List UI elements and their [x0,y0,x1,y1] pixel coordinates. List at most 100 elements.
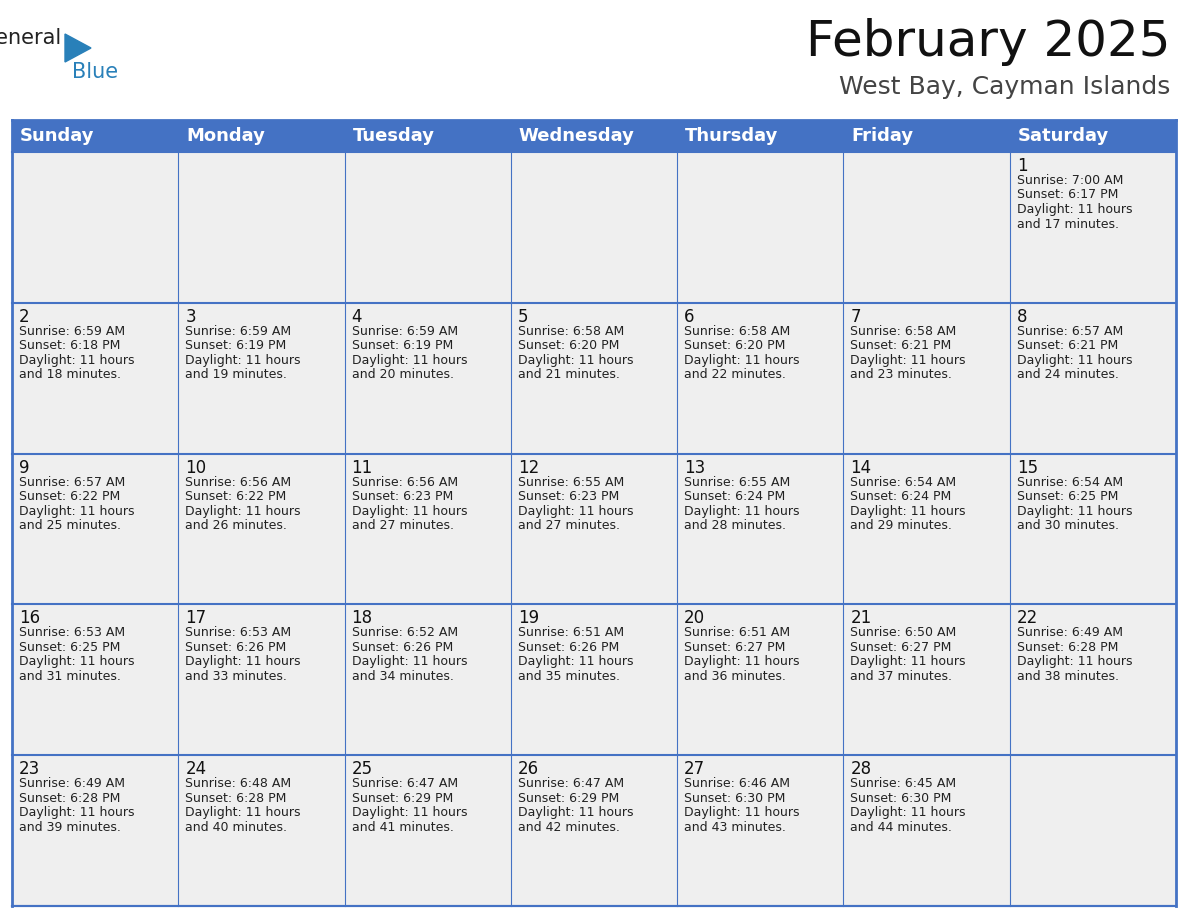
Text: 3: 3 [185,308,196,326]
Text: 8: 8 [1017,308,1028,326]
Text: Sunset: 6:24 PM: Sunset: 6:24 PM [684,490,785,503]
Text: Daylight: 11 hours: Daylight: 11 hours [1017,655,1132,668]
FancyBboxPatch shape [178,604,345,756]
FancyBboxPatch shape [178,453,345,604]
Text: 18: 18 [352,610,373,627]
FancyBboxPatch shape [345,756,511,906]
Text: 10: 10 [185,459,207,476]
Text: Sunrise: 6:49 AM: Sunrise: 6:49 AM [19,778,125,790]
FancyBboxPatch shape [12,152,178,303]
Text: and 39 minutes.: and 39 minutes. [19,821,121,834]
FancyBboxPatch shape [12,453,178,604]
Text: and 41 minutes.: and 41 minutes. [352,821,454,834]
Text: Daylight: 11 hours: Daylight: 11 hours [19,353,134,367]
FancyBboxPatch shape [843,756,1010,906]
Text: Sunset: 6:23 PM: Sunset: 6:23 PM [352,490,453,503]
Text: and 37 minutes.: and 37 minutes. [851,670,953,683]
FancyBboxPatch shape [677,453,843,604]
Text: Blue: Blue [72,62,118,82]
Text: Sunrise: 6:54 AM: Sunrise: 6:54 AM [1017,476,1123,488]
Text: Sunset: 6:30 PM: Sunset: 6:30 PM [684,791,785,805]
Text: Daylight: 11 hours: Daylight: 11 hours [352,655,467,668]
Text: Sunrise: 6:52 AM: Sunrise: 6:52 AM [352,626,457,640]
Text: 16: 16 [19,610,40,627]
Text: Sunrise: 6:50 AM: Sunrise: 6:50 AM [851,626,956,640]
FancyBboxPatch shape [12,120,178,152]
Text: and 42 minutes.: and 42 minutes. [518,821,620,834]
Text: Sunset: 6:25 PM: Sunset: 6:25 PM [19,641,120,654]
Text: Sunrise: 7:00 AM: Sunrise: 7:00 AM [1017,174,1123,187]
Text: 24: 24 [185,760,207,778]
Text: Friday: Friday [852,127,914,145]
Text: 9: 9 [19,459,30,476]
Text: Sunrise: 6:55 AM: Sunrise: 6:55 AM [684,476,790,488]
Text: Sunrise: 6:58 AM: Sunrise: 6:58 AM [684,325,790,338]
Text: and 21 minutes.: and 21 minutes. [518,368,620,381]
Text: Daylight: 11 hours: Daylight: 11 hours [851,505,966,518]
Text: 4: 4 [352,308,362,326]
FancyBboxPatch shape [677,756,843,906]
Text: and 40 minutes.: and 40 minutes. [185,821,287,834]
Text: Sunrise: 6:49 AM: Sunrise: 6:49 AM [1017,626,1123,640]
Text: Daylight: 11 hours: Daylight: 11 hours [352,353,467,367]
Text: Sunrise: 6:45 AM: Sunrise: 6:45 AM [851,778,956,790]
Text: Sunset: 6:20 PM: Sunset: 6:20 PM [684,340,785,353]
Text: Sunset: 6:28 PM: Sunset: 6:28 PM [19,791,120,805]
FancyBboxPatch shape [12,604,178,756]
Text: Sunset: 6:23 PM: Sunset: 6:23 PM [518,490,619,503]
FancyBboxPatch shape [843,303,1010,453]
Text: Sunset: 6:30 PM: Sunset: 6:30 PM [851,791,952,805]
Text: 20: 20 [684,610,706,627]
FancyBboxPatch shape [511,453,677,604]
Text: 1: 1 [1017,157,1028,175]
Text: 11: 11 [352,459,373,476]
Text: and 44 minutes.: and 44 minutes. [851,821,953,834]
Text: West Bay, Cayman Islands: West Bay, Cayman Islands [839,75,1170,99]
Text: 6: 6 [684,308,695,326]
Text: and 43 minutes.: and 43 minutes. [684,821,786,834]
FancyBboxPatch shape [12,756,178,906]
Text: 2: 2 [19,308,30,326]
Text: Sunset: 6:24 PM: Sunset: 6:24 PM [851,490,952,503]
Text: 21: 21 [851,610,872,627]
Text: Wednesday: Wednesday [519,127,634,145]
Text: Sunset: 6:28 PM: Sunset: 6:28 PM [185,791,286,805]
Text: Sunrise: 6:59 AM: Sunrise: 6:59 AM [19,325,125,338]
FancyBboxPatch shape [843,152,1010,303]
FancyBboxPatch shape [677,303,843,453]
FancyBboxPatch shape [178,756,345,906]
Text: Daylight: 11 hours: Daylight: 11 hours [684,353,800,367]
FancyBboxPatch shape [677,152,843,303]
Text: Daylight: 11 hours: Daylight: 11 hours [19,505,134,518]
Text: Daylight: 11 hours: Daylight: 11 hours [518,806,633,819]
Text: 7: 7 [851,308,861,326]
Text: Daylight: 11 hours: Daylight: 11 hours [185,806,301,819]
Text: Daylight: 11 hours: Daylight: 11 hours [518,353,633,367]
Text: Sunset: 6:29 PM: Sunset: 6:29 PM [352,791,453,805]
Text: and 28 minutes.: and 28 minutes. [684,519,786,532]
FancyBboxPatch shape [178,120,345,152]
Text: Sunset: 6:27 PM: Sunset: 6:27 PM [684,641,785,654]
Text: Daylight: 11 hours: Daylight: 11 hours [518,655,633,668]
Text: Daylight: 11 hours: Daylight: 11 hours [19,655,134,668]
FancyBboxPatch shape [511,756,677,906]
FancyBboxPatch shape [345,152,511,303]
Text: Sunday: Sunday [20,127,95,145]
Text: and 27 minutes.: and 27 minutes. [518,519,620,532]
Text: Daylight: 11 hours: Daylight: 11 hours [19,806,134,819]
Text: Daylight: 11 hours: Daylight: 11 hours [851,806,966,819]
Text: Sunrise: 6:57 AM: Sunrise: 6:57 AM [19,476,125,488]
Text: Sunset: 6:27 PM: Sunset: 6:27 PM [851,641,952,654]
Text: and 23 minutes.: and 23 minutes. [851,368,953,381]
Text: and 25 minutes.: and 25 minutes. [19,519,121,532]
Text: Sunset: 6:22 PM: Sunset: 6:22 PM [19,490,120,503]
Text: and 35 minutes.: and 35 minutes. [518,670,620,683]
Text: and 30 minutes.: and 30 minutes. [1017,519,1119,532]
FancyBboxPatch shape [511,604,677,756]
Text: and 33 minutes.: and 33 minutes. [185,670,287,683]
FancyBboxPatch shape [345,604,511,756]
Text: 13: 13 [684,459,706,476]
Text: 14: 14 [851,459,872,476]
Text: Daylight: 11 hours: Daylight: 11 hours [518,505,633,518]
Text: Thursday: Thursday [685,127,778,145]
